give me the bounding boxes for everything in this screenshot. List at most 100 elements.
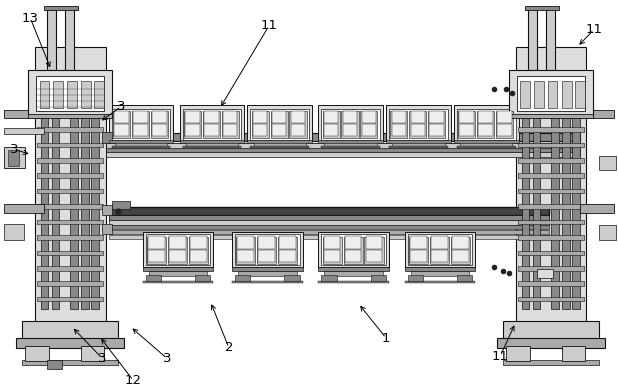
Bar [318,105,383,142]
Bar [81,346,104,361]
Bar [428,111,446,138]
Bar [22,360,118,365]
Bar [318,267,389,272]
Bar [391,111,407,138]
Bar [149,271,207,276]
Bar [525,7,559,11]
Bar [253,111,268,123]
Bar [168,237,187,264]
Bar [534,81,544,108]
Bar [518,281,584,286]
Bar [518,158,584,163]
Bar [324,271,383,276]
Bar [232,232,303,267]
Text: 3: 3 [98,352,107,365]
Bar [4,128,44,134]
Bar [28,114,112,118]
Bar [324,124,339,137]
Bar [496,111,513,138]
Bar [182,146,241,148]
Bar [40,81,49,108]
Bar [112,109,171,140]
Bar [409,237,428,264]
Bar [318,140,383,143]
Bar [284,275,300,281]
Bar [253,142,306,146]
Bar [37,204,103,209]
Bar [184,111,201,138]
Bar [252,111,269,138]
Bar [478,124,493,137]
Bar [37,281,103,286]
Bar [103,224,112,234]
Bar [4,224,23,240]
Bar [478,111,493,123]
Bar [562,101,570,309]
Bar [342,111,358,138]
Bar [506,346,530,361]
Bar [410,237,427,249]
Bar [321,234,386,265]
Bar [109,235,549,238]
Bar [518,127,584,132]
Bar [392,124,406,137]
Bar [185,111,200,123]
Bar [389,109,447,140]
Bar [580,204,614,213]
Bar [232,267,303,272]
Bar [290,111,305,123]
Bar [518,235,584,240]
Bar [133,124,148,137]
Bar [41,101,48,309]
Bar [106,152,580,157]
Bar [458,111,475,138]
Bar [37,173,103,178]
Bar [25,346,49,361]
Bar [518,220,584,224]
Bar [522,101,529,309]
Bar [562,81,572,108]
Bar [106,148,580,152]
Bar [324,142,377,146]
Bar [185,142,238,146]
Bar [405,234,475,240]
Bar [147,237,166,264]
Bar [4,147,25,168]
Bar [106,144,580,149]
Bar [528,9,536,70]
Bar [392,111,406,123]
Bar [272,111,286,123]
Text: 3: 3 [163,352,171,365]
Bar [37,127,103,132]
Bar [37,220,103,224]
Bar [497,111,512,123]
Bar [114,124,129,137]
Bar [323,111,340,138]
Bar [103,205,112,215]
Bar [410,124,425,137]
Bar [169,250,185,262]
Bar [95,81,104,108]
Bar [109,140,173,143]
Bar [366,237,383,249]
Bar [143,234,213,240]
Bar [247,105,312,142]
Bar [321,109,380,140]
Bar [515,47,586,336]
Bar [82,101,89,309]
Bar [410,250,427,262]
Bar [81,81,91,108]
Bar [37,189,103,193]
Bar [195,275,210,281]
Bar [235,275,250,281]
Bar [250,146,309,148]
Bar [223,111,237,123]
Bar [323,237,342,264]
Bar [537,269,552,278]
Bar [289,111,307,138]
Bar [430,124,444,137]
Bar [28,70,112,116]
Bar [518,266,584,271]
Bar [509,70,593,116]
Bar [109,105,173,142]
